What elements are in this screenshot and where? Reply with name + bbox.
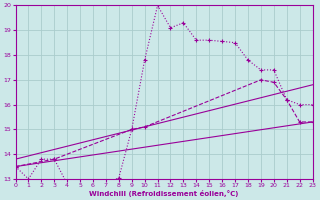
X-axis label: Windchill (Refroidissement éolien,°C): Windchill (Refroidissement éolien,°C)	[89, 190, 239, 197]
